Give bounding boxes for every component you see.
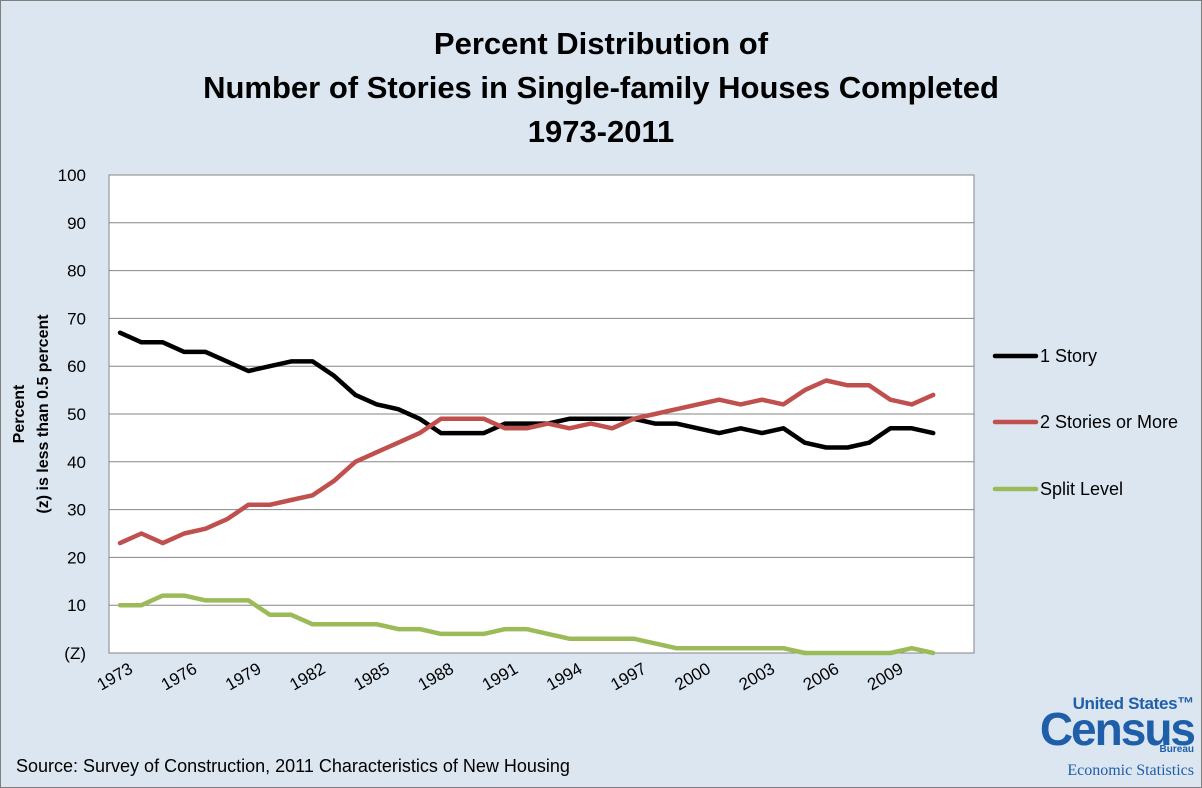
y-tick-label: 50 bbox=[67, 405, 86, 424]
x-tick-label: 1973 bbox=[94, 659, 136, 694]
legend-label-3: Split Level bbox=[1040, 479, 1123, 499]
chart-title-line-2: Number of Stories in Single-family House… bbox=[203, 70, 999, 105]
x-tick-label: 1994 bbox=[543, 659, 585, 694]
logo-economic-statistics: Economic Statistics bbox=[1067, 762, 1194, 779]
series-line-1 bbox=[117, 330, 936, 450]
legend-label-2: 2 Stories or More bbox=[1040, 412, 1178, 432]
x-tick-label: 1976 bbox=[158, 659, 200, 694]
chart-title: Percent Distribution of Number of Storie… bbox=[0, 22, 1202, 154]
y-tick-label: 60 bbox=[67, 357, 86, 376]
census-logo: United States™ Census Bureau Economic St… bbox=[1030, 694, 1200, 784]
series-line-3 bbox=[117, 593, 936, 656]
x-tick-label: 1997 bbox=[607, 659, 649, 694]
logo-census: Census bbox=[1039, 703, 1196, 755]
y-axis-note: (z) is less than 0.5 percent bbox=[35, 314, 52, 514]
y-tick-label: 90 bbox=[67, 214, 86, 233]
y-tick-label: 80 bbox=[67, 262, 86, 281]
x-tick-label: 1988 bbox=[415, 659, 457, 694]
logo-united-states: United States™ bbox=[1072, 694, 1195, 713]
legend-label-1: 1 Story bbox=[1040, 346, 1097, 366]
y-tick-label: (Z) bbox=[64, 644, 86, 663]
x-tick-label: 2003 bbox=[736, 659, 778, 694]
y-tick-label: 10 bbox=[67, 596, 86, 615]
y-tick-label: 30 bbox=[67, 501, 86, 520]
x-tick-label: 1991 bbox=[479, 659, 521, 694]
x-tick-label: 2006 bbox=[800, 659, 842, 694]
x-tick-label: 2000 bbox=[672, 659, 714, 694]
logo-bureau: Bureau bbox=[1159, 744, 1194, 755]
x-tick-label: 1979 bbox=[222, 659, 264, 694]
y-tick-label: 40 bbox=[67, 453, 86, 472]
x-tick-label: 2009 bbox=[864, 659, 906, 694]
y-tick-label: 100 bbox=[58, 166, 86, 185]
series-line-2 bbox=[117, 378, 936, 546]
chart-title-line-3: 1973-2011 bbox=[527, 114, 675, 149]
chart-title-line-1: Percent Distribution of bbox=[433, 26, 769, 61]
y-axis-label: Percent bbox=[11, 384, 28, 443]
x-tick-label: 1985 bbox=[351, 659, 393, 694]
source-note: Source: Survey of Construction, 2011 Cha… bbox=[16, 756, 570, 776]
y-tick-label: 70 bbox=[67, 309, 86, 328]
x-tick-label: 1982 bbox=[286, 659, 328, 694]
y-tick-label: 20 bbox=[67, 548, 86, 567]
